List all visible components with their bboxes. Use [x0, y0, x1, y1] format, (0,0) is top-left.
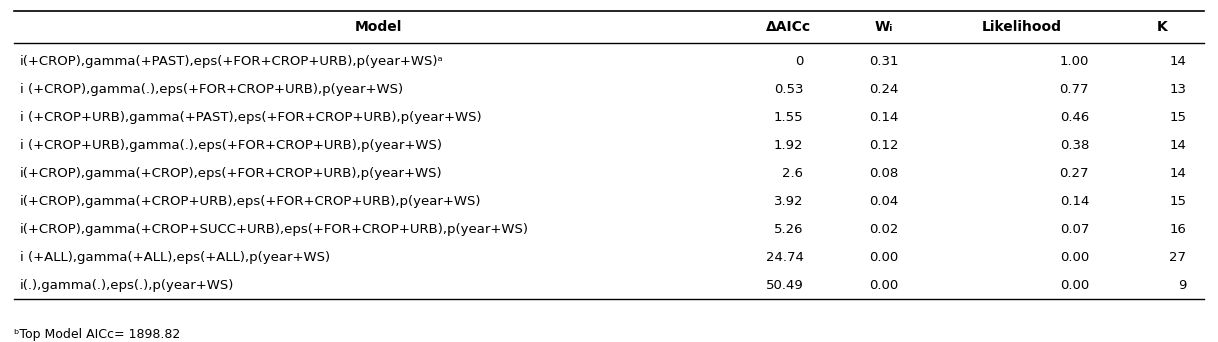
Text: 0.07: 0.07 — [1060, 223, 1089, 236]
Text: 0.31: 0.31 — [868, 55, 898, 68]
Text: Model: Model — [354, 20, 402, 34]
Text: Wᵢ: Wᵢ — [875, 20, 893, 34]
Text: 5.26: 5.26 — [773, 223, 804, 236]
Text: 14: 14 — [1169, 55, 1186, 68]
Text: 0.46: 0.46 — [1060, 111, 1089, 124]
Text: 27: 27 — [1169, 251, 1186, 264]
Text: ᵇTop Model AICc= 1898.82: ᵇTop Model AICc= 1898.82 — [13, 328, 180, 341]
Text: 15: 15 — [1169, 195, 1186, 208]
Text: 3.92: 3.92 — [773, 195, 804, 208]
Text: 0.77: 0.77 — [1060, 83, 1089, 96]
Text: 16: 16 — [1169, 223, 1186, 236]
Text: 0: 0 — [795, 55, 804, 68]
Text: 2.6: 2.6 — [782, 167, 804, 180]
Text: 1.00: 1.00 — [1060, 55, 1089, 68]
Text: 50.49: 50.49 — [766, 279, 804, 292]
Text: 1.55: 1.55 — [773, 111, 804, 124]
Text: 0.14: 0.14 — [1060, 195, 1089, 208]
Text: 0.12: 0.12 — [868, 139, 898, 152]
Text: i (+ALL),gamma(+ALL),eps(+ALL),p(year+WS): i (+ALL),gamma(+ALL),eps(+ALL),p(year+WS… — [19, 251, 330, 264]
Text: 0.00: 0.00 — [1060, 279, 1089, 292]
Text: 9: 9 — [1178, 279, 1186, 292]
Text: i(+CROP),gamma(+CROP+URB),eps(+FOR+CROP+URB),p(year+WS): i(+CROP),gamma(+CROP+URB),eps(+FOR+CROP+… — [19, 195, 481, 208]
Text: i (+CROP+URB),gamma(+PAST),eps(+FOR+CROP+URB),p(year+WS): i (+CROP+URB),gamma(+PAST),eps(+FOR+CROP… — [19, 111, 481, 124]
Text: 0.27: 0.27 — [1060, 167, 1089, 180]
Text: 0.00: 0.00 — [868, 251, 898, 264]
Text: 0.00: 0.00 — [868, 279, 898, 292]
Text: 1.92: 1.92 — [773, 139, 804, 152]
Text: 14: 14 — [1169, 167, 1186, 180]
Text: i(.),gamma(.),eps(.),p(year+WS): i(.),gamma(.),eps(.),p(year+WS) — [19, 279, 234, 292]
Text: 0.38: 0.38 — [1060, 139, 1089, 152]
Text: 0.02: 0.02 — [868, 223, 898, 236]
Text: 13: 13 — [1169, 83, 1186, 96]
Text: 0.24: 0.24 — [868, 83, 898, 96]
Text: i(+CROP),gamma(+CROP+SUCC+URB),eps(+FOR+CROP+URB),p(year+WS): i(+CROP),gamma(+CROP+SUCC+URB),eps(+FOR+… — [19, 223, 529, 236]
Text: 0.04: 0.04 — [868, 195, 898, 208]
Text: K: K — [1157, 20, 1167, 34]
Text: ΔAICc: ΔAICc — [766, 20, 811, 34]
Text: Likelihood: Likelihood — [982, 20, 1062, 34]
Text: i(+CROP),gamma(+PAST),eps(+FOR+CROP+URB),p(year+WS)ᵃ: i(+CROP),gamma(+PAST),eps(+FOR+CROP+URB)… — [19, 55, 443, 68]
Text: i (+CROP),gamma(.),eps(+FOR+CROP+URB),p(year+WS): i (+CROP),gamma(.),eps(+FOR+CROP+URB),p(… — [19, 83, 403, 96]
Text: 0.08: 0.08 — [868, 167, 898, 180]
Text: 0.53: 0.53 — [773, 83, 804, 96]
Text: 0.00: 0.00 — [1060, 251, 1089, 264]
Text: 0.14: 0.14 — [868, 111, 898, 124]
Text: 24.74: 24.74 — [766, 251, 804, 264]
Text: i(+CROP),gamma(+CROP),eps(+FOR+CROP+URB),p(year+WS): i(+CROP),gamma(+CROP),eps(+FOR+CROP+URB)… — [19, 167, 442, 180]
Text: 14: 14 — [1169, 139, 1186, 152]
Text: 15: 15 — [1169, 111, 1186, 124]
Text: i (+CROP+URB),gamma(.),eps(+FOR+CROP+URB),p(year+WS): i (+CROP+URB),gamma(.),eps(+FOR+CROP+URB… — [19, 139, 442, 152]
